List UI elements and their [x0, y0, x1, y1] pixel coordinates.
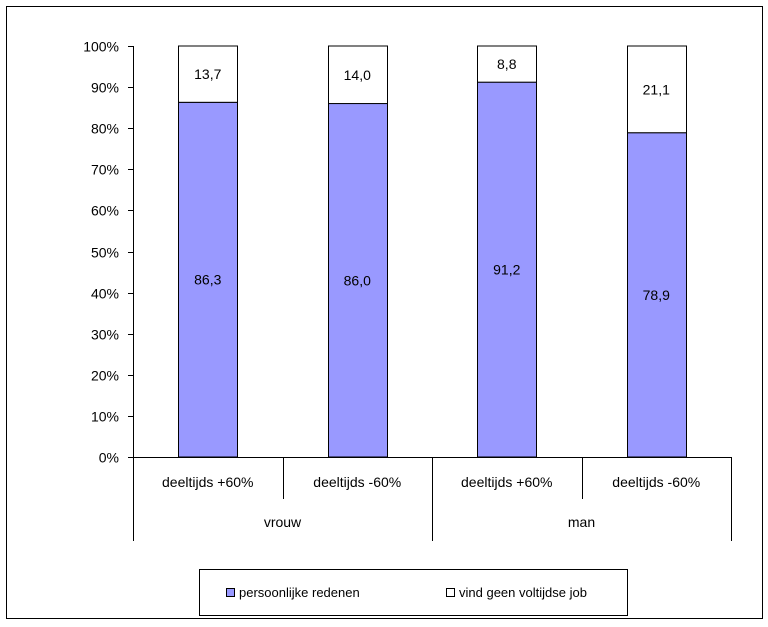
group-label: man — [568, 514, 595, 530]
y-tick-label: 70% — [91, 162, 119, 178]
data-label: 86,0 — [344, 272, 371, 288]
y-tick-label: 30% — [91, 327, 119, 343]
data-label: 14,0 — [344, 67, 371, 83]
y-tick-label: 60% — [91, 203, 119, 219]
data-label: 13,7 — [194, 66, 221, 82]
bar-segment — [178, 45, 238, 103]
y-tick-label: 80% — [91, 121, 119, 137]
data-label: 86,3 — [194, 272, 221, 288]
y-tick-label: 0% — [99, 450, 119, 466]
y-tick-label: 20% — [91, 368, 119, 384]
x-tick-label: deeltijds +60% — [162, 474, 253, 490]
data-label: 78,9 — [643, 287, 670, 303]
legend-swatch-vind-geen-voltijdse-job — [446, 588, 455, 597]
y-tick-label: 100% — [83, 39, 119, 55]
data-label: 21,1 — [643, 81, 670, 97]
x-tick-label: deeltijds -60% — [313, 474, 401, 490]
data-label: 91,2 — [493, 262, 520, 278]
data-label: 8,8 — [497, 56, 517, 72]
group-label: vrouw — [264, 514, 302, 530]
legend-label-persoonlijke-redenen: persoonlijke redenen — [239, 585, 360, 600]
y-tick-label: 90% — [91, 80, 119, 96]
x-axis: deeltijds +60% deeltijds -60% deeltijds +6… — [162, 457, 732, 541]
bar-segment — [477, 81, 537, 458]
legend-label-vind-geen-voltijdse-job: vind geen voltijdse job — [459, 585, 587, 600]
y-tick-label: 40% — [91, 286, 119, 302]
legend-swatch-persoonlijke-redenen — [226, 588, 235, 597]
bar-segment — [627, 45, 687, 134]
bars: 86,3 13,7 86,0 14,0 91,2 8,8 78,9 21,1 — [178, 45, 687, 458]
y-tick-label: 50% — [91, 245, 119, 261]
legend-box — [199, 569, 628, 616]
bar-segment — [328, 45, 388, 105]
bar-segment — [328, 103, 388, 458]
bar-segment — [477, 45, 537, 83]
bar-segment — [627, 132, 687, 458]
x-tick-label: deeltijds -60% — [612, 474, 700, 490]
y-tick-label: 10% — [91, 409, 119, 425]
y-axis-ticks: 0% 10% 20% 30% 40% 50% 60% 70% 80% 90% 100% — [83, 39, 133, 466]
x-tick-label: deeltijds +60% — [461, 474, 552, 490]
legend: persoonlijke redenen vind geen voltijdse… — [199, 569, 628, 616]
